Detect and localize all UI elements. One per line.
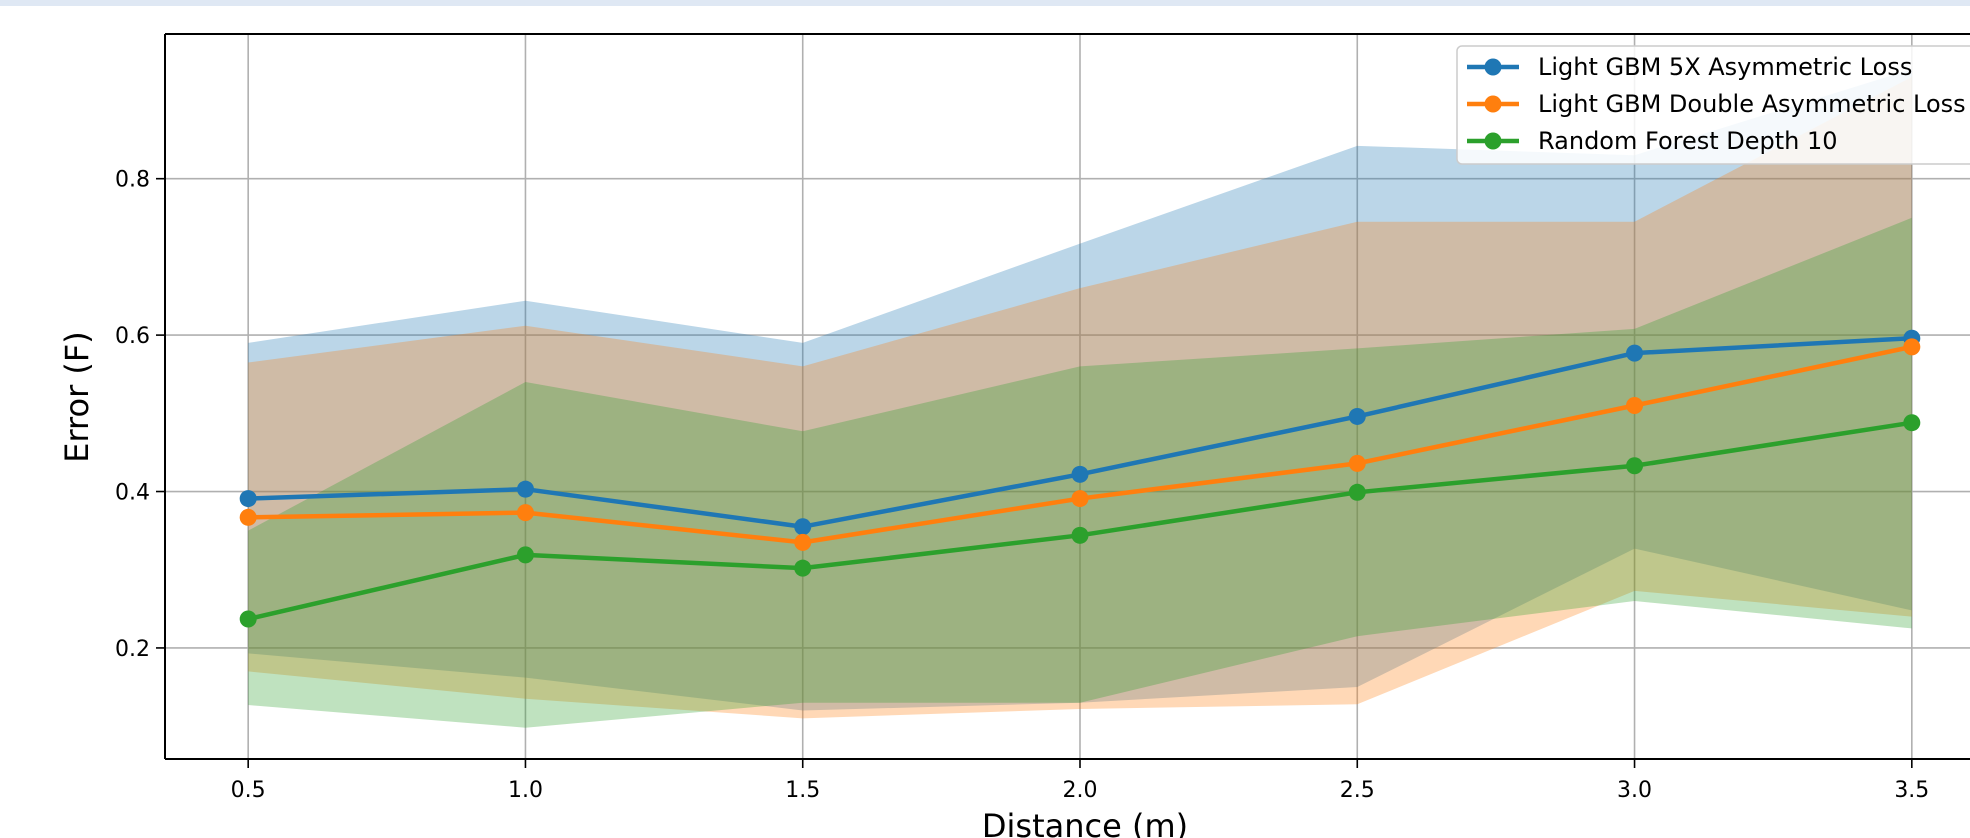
legend-label: Random Forest Depth 10 — [1538, 127, 1838, 155]
x-tick-label: 2.5 — [1340, 778, 1375, 803]
y-tick-label: 0.8 — [115, 168, 150, 193]
data-point-series-1 — [1349, 408, 1366, 425]
y-tick-label: 0.4 — [115, 481, 150, 506]
x-tick-label: 0.5 — [231, 778, 266, 803]
x-axis-label: Distance (m) — [982, 807, 1188, 838]
x-tick-label: 2.0 — [1063, 778, 1098, 803]
data-point-series-2 — [1072, 490, 1089, 507]
legend-marker-swatch — [1485, 96, 1502, 113]
x-tick-label: 1.5 — [785, 778, 820, 803]
data-point-series-1 — [240, 490, 257, 507]
y-tick-label: 0.2 — [115, 637, 150, 662]
data-point-series-2 — [1903, 338, 1920, 355]
legend-marker-swatch — [1485, 133, 1502, 150]
data-point-series-3 — [517, 546, 534, 563]
legend-label: Light GBM 5X Asymmetric Loss — [1538, 53, 1912, 81]
data-point-series-3 — [794, 560, 811, 577]
data-point-series-2 — [1349, 455, 1366, 472]
data-point-series-3 — [1072, 527, 1089, 544]
y-axis-label: Error (F) — [58, 331, 96, 463]
x-tick-label: 1.0 — [508, 778, 543, 803]
data-point-series-3 — [1626, 457, 1643, 474]
y-tick-label: 0.6 — [115, 324, 150, 349]
legend-marker-swatch — [1485, 59, 1502, 76]
data-point-series-3 — [1903, 414, 1920, 431]
data-point-series-1 — [1626, 345, 1643, 362]
data-point-series-1 — [1072, 466, 1089, 483]
data-point-series-2 — [517, 504, 534, 521]
data-point-series-3 — [240, 611, 257, 628]
x-tick-label: 3.0 — [1617, 778, 1652, 803]
data-point-series-1 — [794, 518, 811, 535]
legend: Light GBM 5X Asymmetric Loss Light GBM Do… — [1457, 46, 1970, 164]
data-point-series-1 — [517, 481, 534, 498]
x-tick-label: 3.5 — [1894, 778, 1929, 803]
data-point-series-2 — [794, 534, 811, 551]
data-point-series-2 — [1626, 397, 1643, 414]
data-point-series-3 — [1349, 484, 1366, 501]
legend-label: Light GBM Double Asymmetric Loss — [1538, 90, 1966, 118]
data-point-series-2 — [240, 509, 257, 526]
